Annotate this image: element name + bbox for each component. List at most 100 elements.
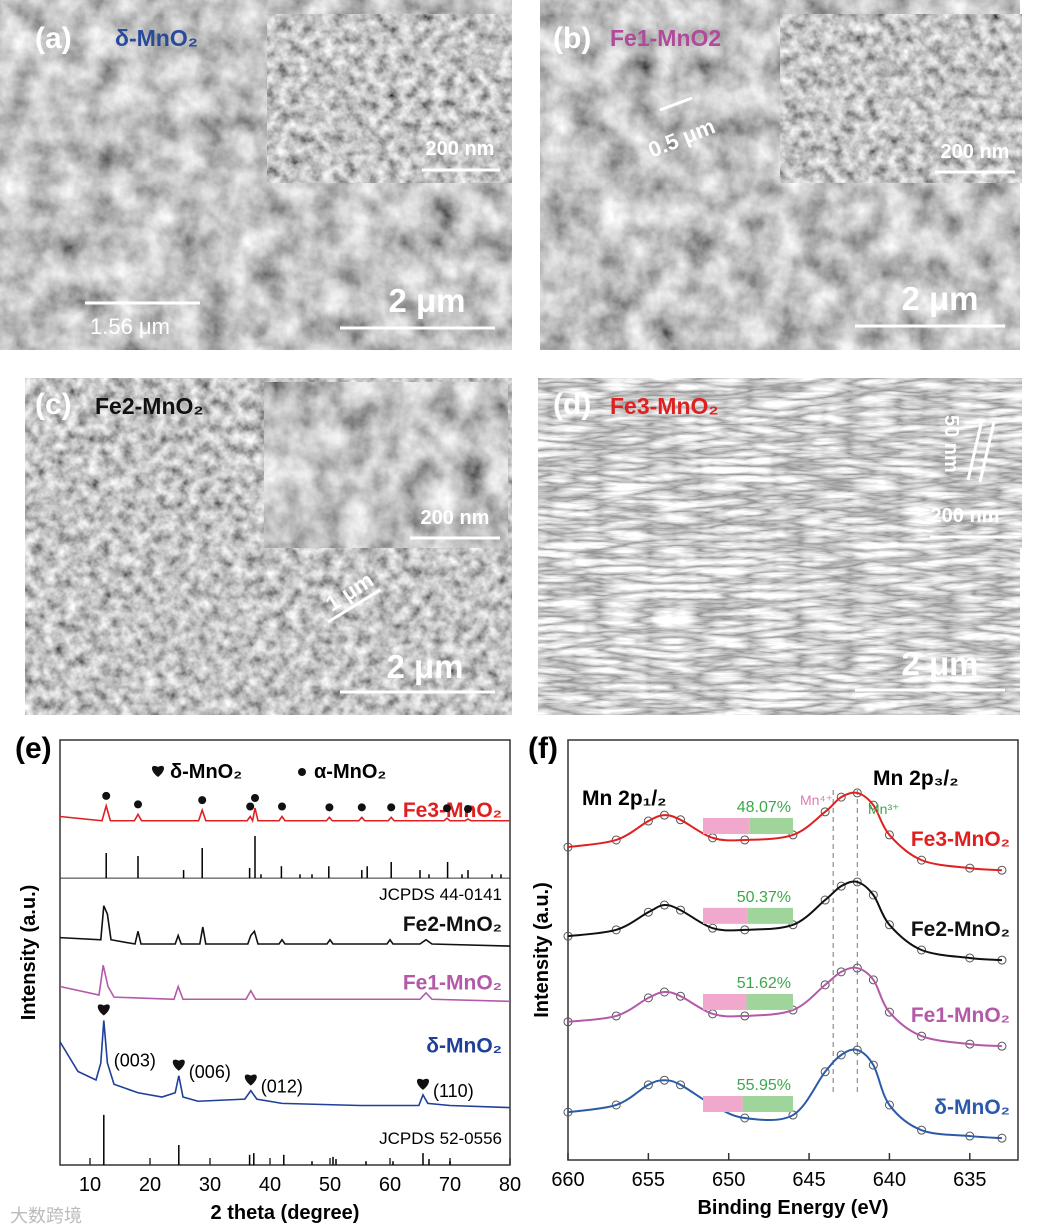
x-tick-label: 10 xyxy=(79,1174,101,1196)
series-line xyxy=(59,965,511,1003)
delta-peak-marker xyxy=(172,1059,185,1071)
mn3-bar xyxy=(746,993,793,1010)
x-tick-label: 30 xyxy=(199,1174,221,1196)
inset-scale: 200 nm xyxy=(931,505,1000,527)
inset-image xyxy=(776,376,1024,550)
series-line xyxy=(567,880,1002,962)
peak-index-label: (110) xyxy=(433,1081,474,1101)
percent-label: 51.62% xyxy=(737,975,791,992)
panel-label: (e) xyxy=(15,732,52,765)
scale-label: 2 μm xyxy=(388,282,465,319)
legend-dot xyxy=(298,768,306,776)
data-point xyxy=(836,792,846,802)
alpha-peak-marker xyxy=(464,805,472,814)
panel-label: (f) xyxy=(528,732,558,765)
panel-label: (c) xyxy=(35,388,72,421)
data-point xyxy=(868,1060,878,1070)
delta-peak-marker xyxy=(97,1004,110,1016)
peak-index-label: (012) xyxy=(261,1077,303,1097)
y-axis-label: Intensity (a.u.) xyxy=(18,885,40,1021)
series-label: Fe3-MnO₂ xyxy=(403,799,502,822)
mn4-bar xyxy=(703,817,750,834)
alpha-peak-marker xyxy=(325,803,334,812)
percent-label: 55.95% xyxy=(737,1077,791,1094)
x-tick-label: 635 xyxy=(953,1169,986,1191)
sample-name: Fe2-MnO₂ xyxy=(95,393,204,419)
data-point xyxy=(917,1125,927,1135)
alpha-peak-marker xyxy=(102,791,111,800)
data-point xyxy=(868,890,878,900)
series-label: δ-MnO₂ xyxy=(934,1096,1010,1119)
data-point xyxy=(836,967,846,977)
peak-index-label: (006) xyxy=(189,1062,231,1082)
mn4-bar xyxy=(703,993,747,1010)
legend-label: α-MnO₂ xyxy=(314,761,386,783)
reference-label: JCPDS 52-0556 xyxy=(379,1129,502,1148)
data-point xyxy=(643,993,653,1003)
x-tick-label: 50 xyxy=(319,1174,341,1196)
measure-line xyxy=(327,588,381,624)
panel-label: (d) xyxy=(553,388,591,421)
panel-label: (a) xyxy=(35,22,72,55)
alpha-peak-marker xyxy=(134,800,142,809)
sem-panel-c: (c) Fe2-MnO₂ 200 nm 2 μm 1 μm xyxy=(25,378,512,715)
series-line xyxy=(567,966,1002,1048)
series-line xyxy=(59,802,510,824)
data-point xyxy=(917,1031,927,1041)
x-axis-label: 2 theta (degree) xyxy=(211,1202,360,1224)
x-tick-label: 20 xyxy=(139,1174,161,1196)
x-tick-label: 645 xyxy=(792,1169,825,1191)
delta-peak-marker xyxy=(416,1078,430,1090)
scale-label: 2 μm xyxy=(901,280,978,317)
alpha-peak-marker xyxy=(357,803,366,812)
peak-label: Mn 2p₃/₂ xyxy=(873,767,959,790)
sample-name: Fe3-MnO₂ xyxy=(610,393,719,419)
peak-index-label: (003) xyxy=(114,1051,156,1071)
alpha-peak-marker xyxy=(387,803,396,812)
x-tick-label: 650 xyxy=(712,1169,745,1191)
series-line xyxy=(567,791,1002,872)
chart: (e) 10 20 30 40 50 60 70 80 2 theta (degree) Inten… xyxy=(15,732,521,1224)
percent-label: 50.37% xyxy=(737,889,791,906)
series-label: Fe1-MnO₂ xyxy=(911,1004,1010,1027)
data-point xyxy=(820,1067,830,1077)
alpha-peak-marker xyxy=(246,802,255,811)
series-label: Fe3-MnO₂ xyxy=(911,828,1010,851)
data-point xyxy=(820,980,830,990)
x-tick-label: 640 xyxy=(873,1169,906,1191)
data-point xyxy=(884,920,894,930)
measure-line xyxy=(966,419,984,481)
delta-peak-marker xyxy=(244,1074,257,1086)
x-tick-label: 40 xyxy=(259,1174,281,1196)
component-label: Mn³⁺ xyxy=(868,801,900,817)
alpha-peak-marker xyxy=(443,804,451,813)
reference-label: JCPDS 44-0141 xyxy=(379,885,502,904)
percent-label: 48.07% xyxy=(737,799,791,816)
x-tick-label: 655 xyxy=(632,1169,665,1191)
alpha-peak-marker xyxy=(278,802,286,811)
alpha-peak-marker xyxy=(251,794,259,802)
data-point xyxy=(884,1007,894,1017)
inset-scale: 200 nm xyxy=(426,138,495,160)
peak-label: Mn 2p₁/₂ xyxy=(582,787,667,810)
mn3-bar xyxy=(747,907,793,924)
y-axis-label: Intensity (a.u.) xyxy=(531,882,553,1018)
data-point xyxy=(676,991,685,1001)
data-point xyxy=(611,835,621,845)
data-point xyxy=(884,830,894,840)
mn3-bar xyxy=(742,1096,793,1112)
x-axis-label: Binding Energy (eV) xyxy=(697,1197,888,1219)
data-point xyxy=(868,800,878,810)
data-point xyxy=(836,1050,846,1060)
x-tick-label: 70 xyxy=(439,1174,461,1196)
series-label: Fe1-MnO₂ xyxy=(403,971,502,994)
measure-label: 1.56 μm xyxy=(90,314,170,339)
legend-label: δ-MnO₂ xyxy=(170,761,242,783)
sem-panel-a: (a) δ-MnO₂ 200 nm 2 μm 1.56 μm xyxy=(0,0,514,350)
inset-image xyxy=(778,12,1024,185)
inset-image xyxy=(262,380,510,550)
x-tick-label: 660 xyxy=(551,1169,584,1191)
data-point xyxy=(643,816,653,826)
series-label: Fe2-MnO₂ xyxy=(403,913,502,936)
